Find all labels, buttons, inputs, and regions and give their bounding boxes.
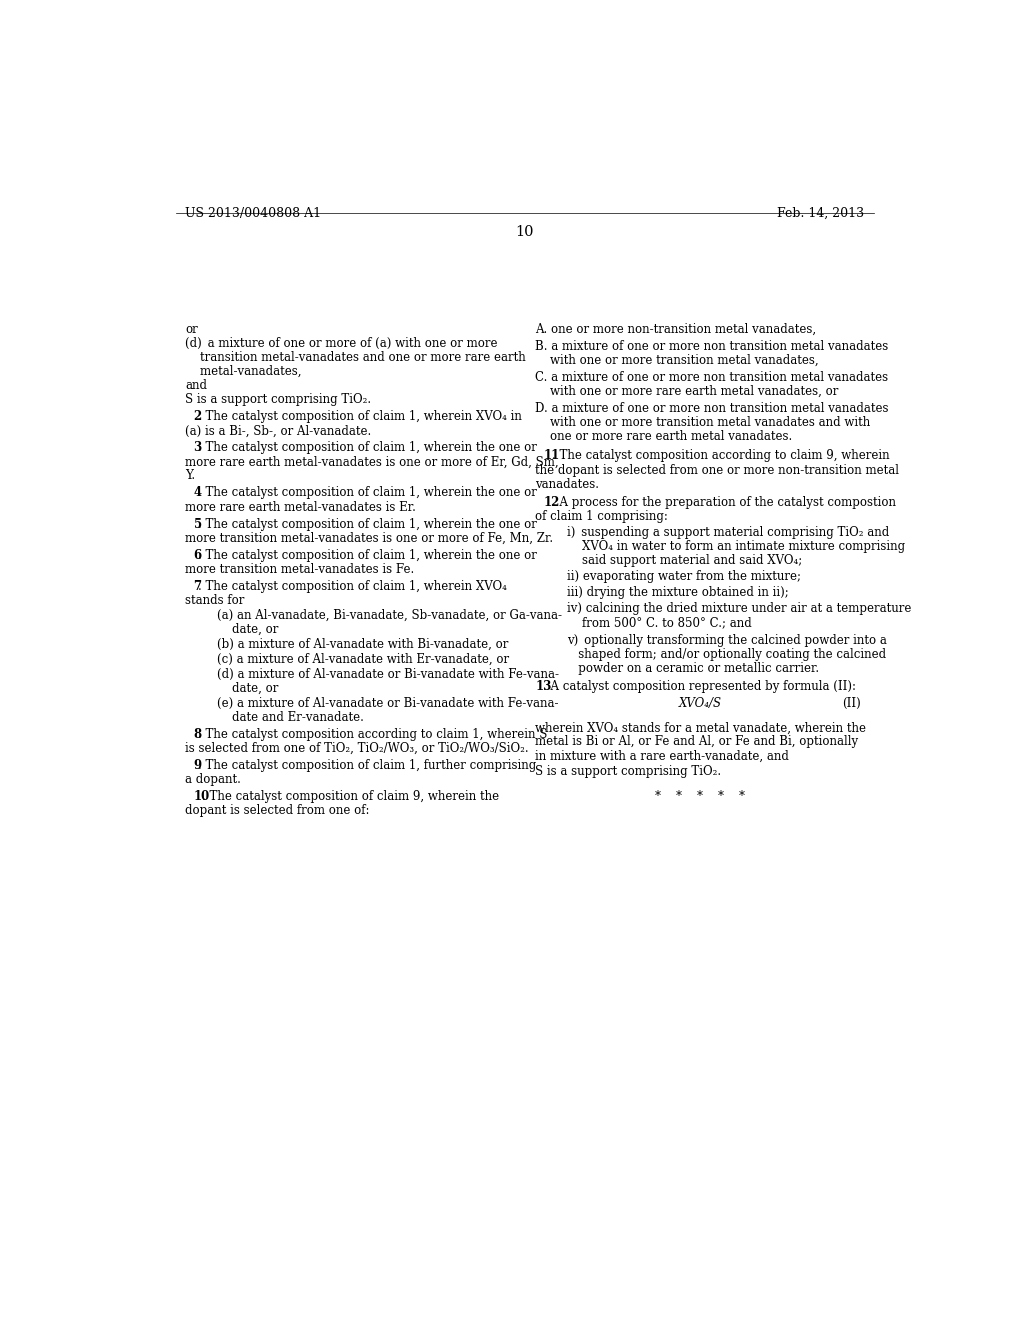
Text: 9: 9	[194, 759, 202, 772]
Text: a dopant.: a dopant.	[185, 774, 241, 787]
Text: or: or	[185, 323, 198, 337]
Text: ii) evaporating water from the mixture;: ii) evaporating water from the mixture;	[567, 570, 801, 583]
Text: stands for: stands for	[185, 594, 245, 607]
Text: C. a mixture of one or more non transition metal vanadates: C. a mixture of one or more non transiti…	[536, 371, 888, 384]
Text: and: and	[185, 379, 207, 392]
Text: date and Er-vanadate.: date and Er-vanadate.	[217, 711, 364, 725]
Text: date, or: date, or	[217, 682, 279, 696]
Text: more transition metal-vanadates is one or more of Fe, Mn, Zr.: more transition metal-vanadates is one o…	[185, 532, 553, 545]
Text: 5: 5	[194, 517, 202, 531]
Text: vanadates.: vanadates.	[536, 478, 599, 491]
Text: powder on a ceramic or metallic carrier.: powder on a ceramic or metallic carrier.	[567, 663, 819, 675]
Text: one or more rare earth metal vanadates.: one or more rare earth metal vanadates.	[536, 430, 793, 444]
Text: D. a mixture of one or more non transition metal vanadates: D. a mixture of one or more non transiti…	[536, 403, 889, 416]
Text: shaped form; and/or optionally coating the calcined: shaped form; and/or optionally coating t…	[567, 648, 886, 661]
Text: v) optionally transforming the calcined powder into a: v) optionally transforming the calcined …	[567, 634, 887, 647]
Text: 8: 8	[194, 729, 202, 742]
Text: *    *    *    *    *: * * * * *	[654, 789, 744, 803]
Text: the dopant is selected from one or more non-transition metal: the dopant is selected from one or more …	[536, 463, 899, 477]
Text: with one or more transition metal vanadates,: with one or more transition metal vanada…	[536, 354, 819, 367]
Text: . The catalyst composition of claim 1, further comprising: . The catalyst composition of claim 1, f…	[198, 759, 536, 772]
Text: (b) a mixture of Al-vanadate with Bi-vanadate, or: (b) a mixture of Al-vanadate with Bi-van…	[217, 638, 508, 651]
Text: (a) an Al-vanadate, Bi-vanadate, Sb-vanadate, or Ga-vana-: (a) an Al-vanadate, Bi-vanadate, Sb-vana…	[217, 609, 562, 622]
Text: S is a support comprising TiO₂.: S is a support comprising TiO₂.	[536, 766, 721, 779]
Text: (d) a mixture of one or more of (a) with one or more: (d) a mixture of one or more of (a) with…	[185, 337, 498, 350]
Text: date, or: date, or	[217, 623, 279, 636]
Text: XVO₄ in water to form an intimate mixture comprising: XVO₄ in water to form an intimate mixtur…	[567, 540, 905, 553]
Text: iv) calcining the dried mixture under air at a temperature: iv) calcining the dried mixture under ai…	[567, 602, 911, 615]
Text: . A process for the preparation of the catalyst compostion: . A process for the preparation of the c…	[552, 495, 896, 508]
Text: S is a support comprising TiO₂.: S is a support comprising TiO₂.	[185, 393, 372, 407]
Text: (II): (II)	[842, 697, 860, 710]
Text: from 500° C. to 850° C.; and: from 500° C. to 850° C.; and	[567, 616, 752, 630]
Text: with one or more transition metal vanadates and with: with one or more transition metal vanada…	[536, 416, 870, 429]
Text: wherein XVO₄ stands for a metal vanadate, wherein the: wherein XVO₄ stands for a metal vanadate…	[536, 722, 866, 734]
Text: . The catalyst composition of claim 1, wherein the one or: . The catalyst composition of claim 1, w…	[198, 549, 537, 562]
Text: metal is Bi or Al, or Fe and Al, or Fe and Bi, optionally: metal is Bi or Al, or Fe and Al, or Fe a…	[536, 735, 858, 748]
Text: 7: 7	[194, 579, 202, 593]
Text: . The catalyst composition of claim 1, wherein the one or: . The catalyst composition of claim 1, w…	[198, 441, 537, 454]
Text: (a) is a Bi-, Sb-, or Al-vanadate.: (a) is a Bi-, Sb-, or Al-vanadate.	[185, 424, 372, 437]
Text: . The catalyst composition of claim 1, wherein XVO₄ in: . The catalyst composition of claim 1, w…	[198, 411, 521, 424]
Text: . The catalyst composition of claim 1, wherein the one or: . The catalyst composition of claim 1, w…	[198, 517, 537, 531]
Text: dopant is selected from one of:: dopant is selected from one of:	[185, 804, 370, 817]
Text: 3: 3	[194, 441, 202, 454]
Text: with one or more rare earth metal vanadates, or: with one or more rare earth metal vanada…	[536, 385, 839, 399]
Text: i) suspending a support material comprising TiO₂ and: i) suspending a support material compris…	[567, 525, 889, 539]
Text: . The catalyst composition according to claim 9, wherein: . The catalyst composition according to …	[552, 450, 890, 462]
Text: 11: 11	[544, 450, 560, 462]
Text: more rare earth metal-vanadates is Er.: more rare earth metal-vanadates is Er.	[185, 500, 416, 513]
Text: (d) a mixture of Al-vanadate or Bi-vanadate with Fe-vana-: (d) a mixture of Al-vanadate or Bi-vanad…	[217, 668, 559, 681]
Text: Y.: Y.	[185, 470, 196, 482]
Text: US 2013/0040808 A1: US 2013/0040808 A1	[185, 207, 322, 220]
Text: 4: 4	[194, 487, 202, 499]
Text: (e) a mixture of Al-vanadate or Bi-vanadate with Fe-vana-: (e) a mixture of Al-vanadate or Bi-vanad…	[217, 697, 558, 710]
Text: 6: 6	[194, 549, 202, 562]
Text: . The catalyst composition of claim 1, wherein the one or: . The catalyst composition of claim 1, w…	[198, 487, 537, 499]
Text: Feb. 14, 2013: Feb. 14, 2013	[777, 207, 864, 220]
Text: 10: 10	[515, 226, 535, 239]
Text: of claim 1 comprising:: of claim 1 comprising:	[536, 510, 668, 523]
Text: (c) a mixture of Al-vanadate with Er-vanadate, or: (c) a mixture of Al-vanadate with Er-van…	[217, 653, 509, 667]
Text: A. one or more non-transition metal vanadates,: A. one or more non-transition metal vana…	[536, 323, 816, 337]
Text: . The catalyst composition according to claim 1, wherein S: . The catalyst composition according to …	[198, 729, 547, 742]
Text: XVO₄/S: XVO₄/S	[678, 697, 721, 710]
Text: more rare earth metal-vanadates is one or more of Er, Gd, Sm,: more rare earth metal-vanadates is one o…	[185, 455, 559, 469]
Text: transition metal-vanadates and one or more rare earth: transition metal-vanadates and one or mo…	[185, 351, 526, 364]
Text: iii) drying the mixture obtained in ii);: iii) drying the mixture obtained in ii);	[567, 586, 788, 599]
Text: 10: 10	[194, 791, 210, 804]
Text: said support material and said XVO₄;: said support material and said XVO₄;	[567, 554, 802, 566]
Text: metal-vanadates,: metal-vanadates,	[185, 366, 302, 378]
Text: B. a mixture of one or more non transition metal vanadates: B. a mixture of one or more non transiti…	[536, 341, 889, 354]
Text: in mixture with a rare earth-vanadate, and: in mixture with a rare earth-vanadate, a…	[536, 750, 788, 763]
Text: more transition metal-vanadates is Fe.: more transition metal-vanadates is Fe.	[185, 562, 415, 576]
Text: is selected from one of TiO₂, TiO₂/WO₃, or TiO₂/WO₃/SiO₂.: is selected from one of TiO₂, TiO₂/WO₃, …	[185, 742, 528, 755]
Text: 12: 12	[544, 495, 560, 508]
Text: 13: 13	[536, 680, 552, 693]
Text: . The catalyst composition of claim 9, wherein the: . The catalyst composition of claim 9, w…	[202, 791, 499, 804]
Text: 2: 2	[194, 411, 202, 424]
Text: . The catalyst composition of claim 1, wherein XVO₄: . The catalyst composition of claim 1, w…	[198, 579, 507, 593]
Text: . A catalyst composition represented by formula (II):: . A catalyst composition represented by …	[544, 680, 856, 693]
